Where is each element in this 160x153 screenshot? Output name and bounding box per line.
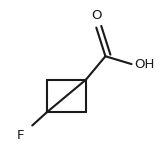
Text: F: F <box>17 129 24 142</box>
Text: OH: OH <box>134 58 155 71</box>
Text: O: O <box>91 9 102 22</box>
